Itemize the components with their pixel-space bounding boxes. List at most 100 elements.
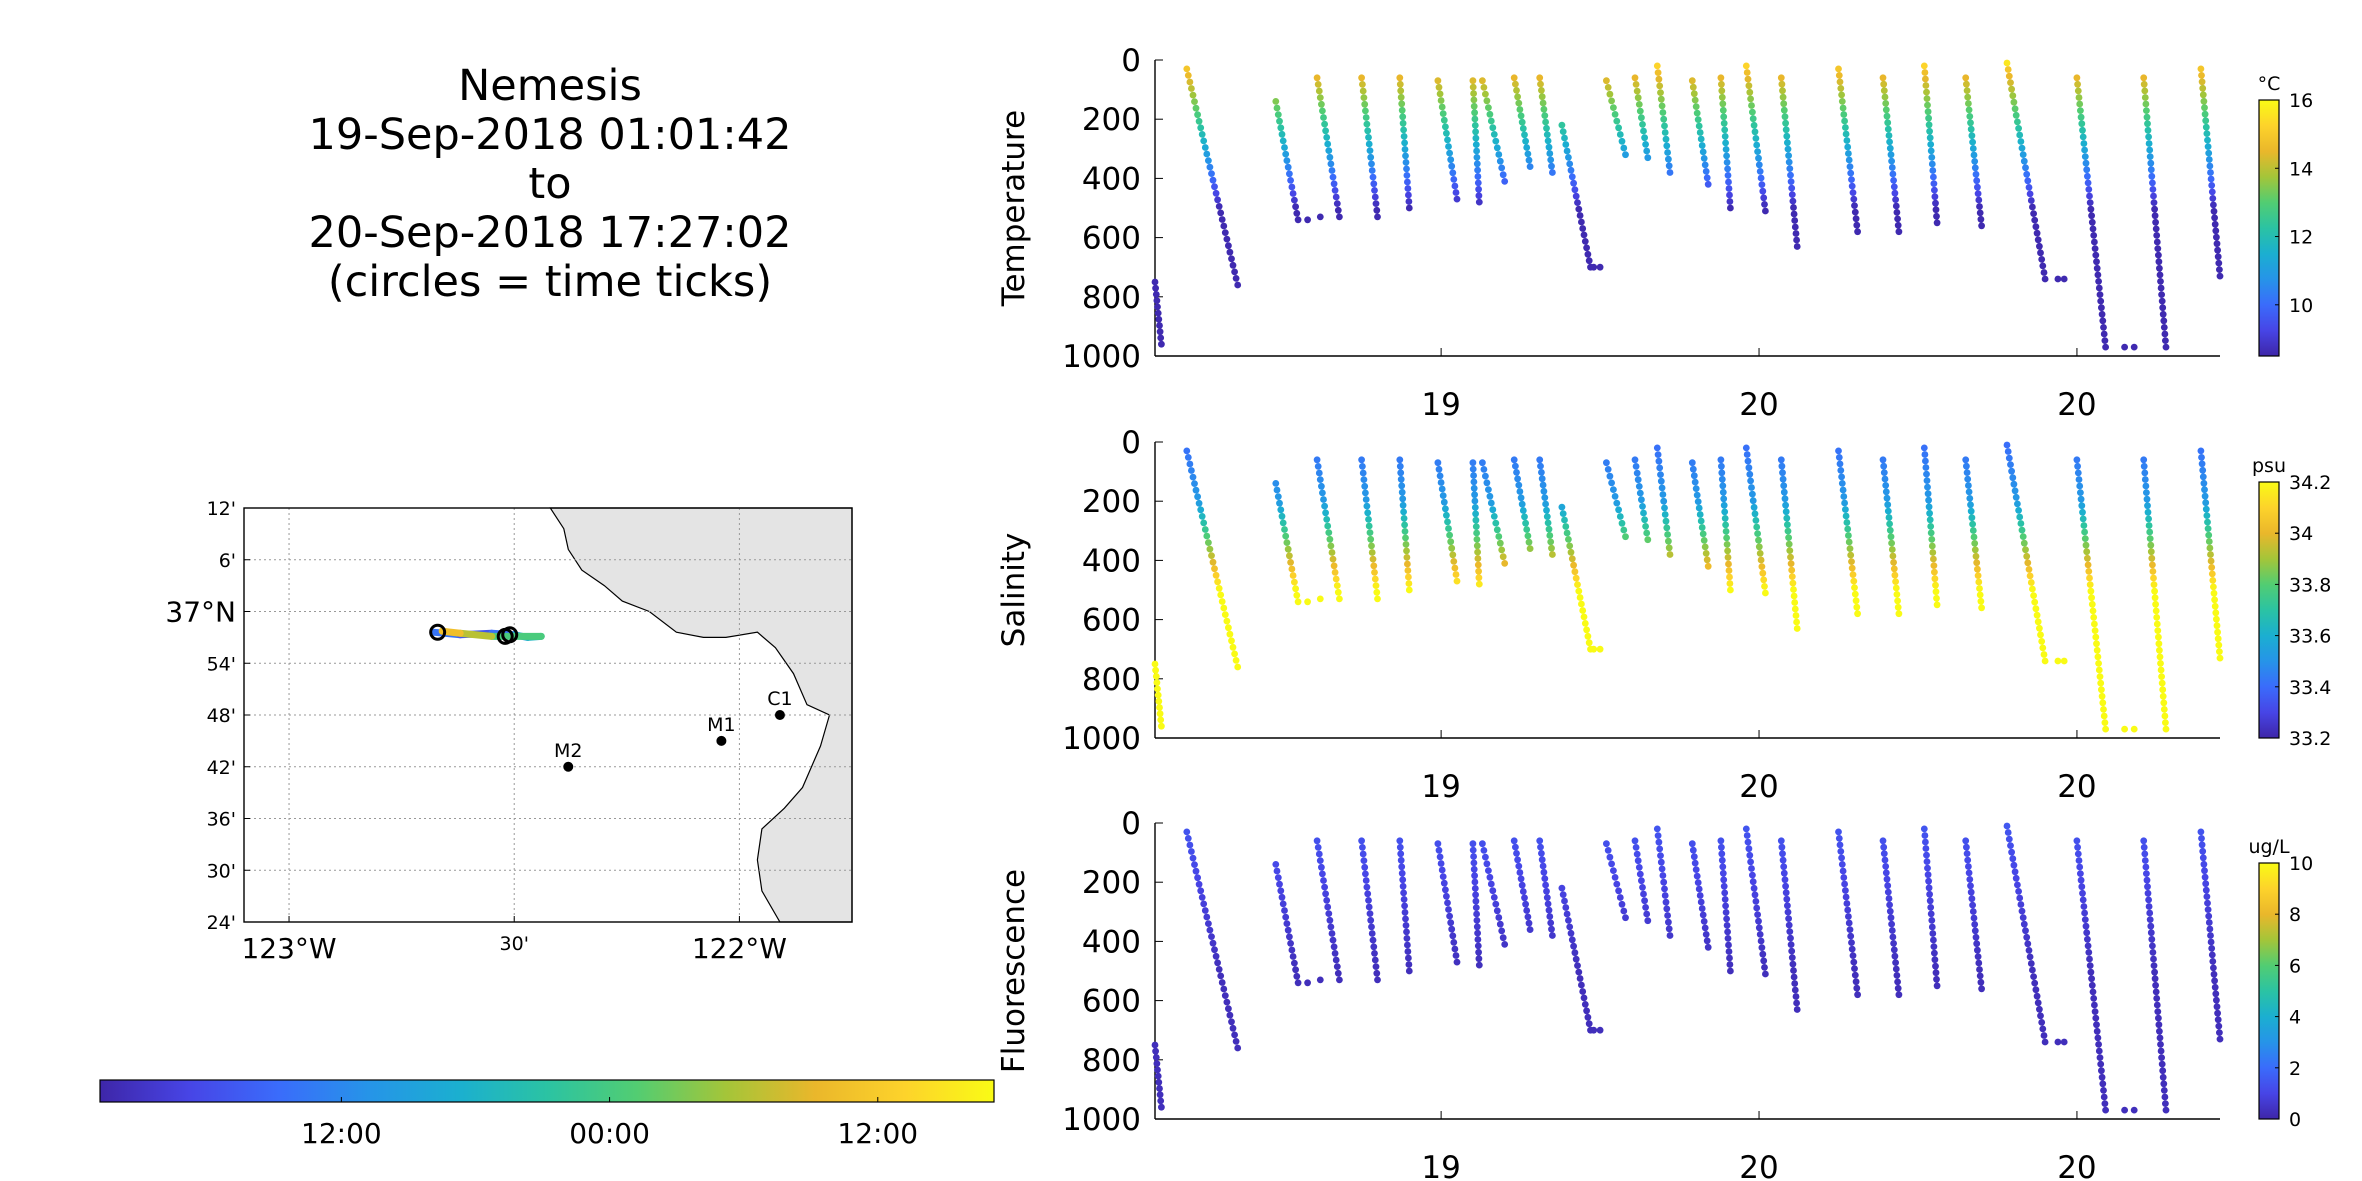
data-point [1973, 559, 1981, 567]
data-point [1631, 837, 1639, 845]
data-point [2212, 227, 2220, 235]
data-point [2202, 499, 2210, 507]
data-point [1724, 554, 1732, 561]
data-point [1718, 462, 1725, 470]
data-point [1787, 560, 1795, 567]
data-point [1152, 1054, 1160, 1061]
data-point [2152, 225, 2160, 233]
data-point [1191, 861, 1198, 868]
data-point [1330, 180, 1338, 188]
data-point [2143, 870, 2150, 877]
data-point [1405, 573, 1412, 581]
data-point [1835, 447, 1842, 455]
data-point [1523, 907, 1531, 914]
data-point [1780, 869, 1788, 877]
data-point [1563, 910, 1571, 918]
data-point [1931, 568, 1938, 576]
data-point [1793, 1006, 1801, 1013]
data-point [2017, 520, 2025, 527]
data-point [1755, 536, 1762, 544]
data-point [1662, 898, 1670, 906]
data-point [1474, 929, 1481, 937]
data-point [2080, 903, 2088, 910]
data-point [2034, 618, 2042, 626]
data-point [1370, 180, 1378, 188]
data-point [1757, 556, 1765, 564]
data-point [2096, 291, 2104, 298]
data-point [1750, 884, 1758, 892]
data-point [2161, 330, 2169, 338]
data-point [1474, 942, 1482, 950]
data-point [2097, 297, 2105, 305]
colorbar-tick-label: 33.4 [2289, 677, 2331, 699]
data-point [1921, 69, 1929, 76]
station-marker [716, 735, 727, 746]
data-point [1721, 515, 1729, 522]
data-point [1972, 933, 1980, 941]
data-point [1749, 108, 1756, 116]
data-point [2210, 583, 2217, 591]
data-point [1323, 516, 1331, 523]
data-point [1643, 147, 1651, 155]
data-point [1751, 891, 1759, 899]
data-point [1201, 907, 1209, 914]
data-point [1537, 843, 1544, 851]
data-point [1584, 632, 1592, 640]
data-point [1606, 853, 1614, 861]
lat-tick-label: 24' [207, 912, 236, 934]
data-point [1793, 236, 1800, 244]
data-point [2074, 87, 2082, 95]
data-point [2214, 1009, 2222, 1017]
data-point [2147, 548, 2155, 556]
data-point [2085, 568, 2093, 575]
data-point [2093, 1021, 2100, 1029]
data-point [1788, 566, 1796, 574]
data-point [1218, 216, 1226, 223]
time-tick-circle [496, 627, 514, 645]
data-point [1328, 167, 1336, 174]
data-point [1780, 863, 1788, 871]
data-point [1688, 840, 1696, 848]
data-point [1580, 994, 1588, 1002]
data-point [1615, 887, 1622, 895]
data-point [2155, 1014, 2162, 1022]
data-point [1654, 832, 1662, 839]
data-point [1930, 936, 1937, 944]
data-point [1655, 838, 1663, 846]
data-point [1329, 555, 1337, 563]
colorbar-bar [2258, 481, 2280, 739]
data-point [1845, 913, 1852, 920]
data-point [1785, 158, 1793, 166]
data-point [2016, 513, 2024, 521]
data-point [1154, 309, 1162, 317]
data-point [2141, 94, 2149, 101]
data-point [2208, 951, 2216, 959]
y-tick-label: 0 [1121, 806, 1141, 842]
data-point [1633, 469, 1641, 477]
data-point [1965, 100, 1972, 107]
data-point [1498, 927, 1506, 935]
data-point [2198, 841, 2206, 849]
data-point [1920, 62, 1928, 70]
data-point [1313, 74, 1321, 82]
data-point [2102, 1106, 2110, 1114]
data-point [2201, 492, 2209, 500]
data-point [1613, 880, 1621, 888]
data-point [2084, 179, 2092, 187]
data-point [1836, 460, 1844, 468]
data-point [2146, 535, 2154, 542]
data-point [1365, 903, 1373, 911]
data-point [1544, 900, 1552, 908]
data-point [1840, 111, 1848, 118]
data-point [2213, 622, 2221, 630]
data-point [1702, 550, 1710, 557]
data-point [1885, 132, 1893, 139]
data-point [1367, 153, 1375, 161]
data-point [2147, 541, 2155, 549]
data-point [1757, 174, 1765, 182]
data-point [1525, 538, 1533, 546]
data-point [2079, 515, 2087, 523]
data-point [2015, 124, 2022, 132]
data-point [1746, 470, 1754, 478]
data-point [1790, 586, 1797, 593]
